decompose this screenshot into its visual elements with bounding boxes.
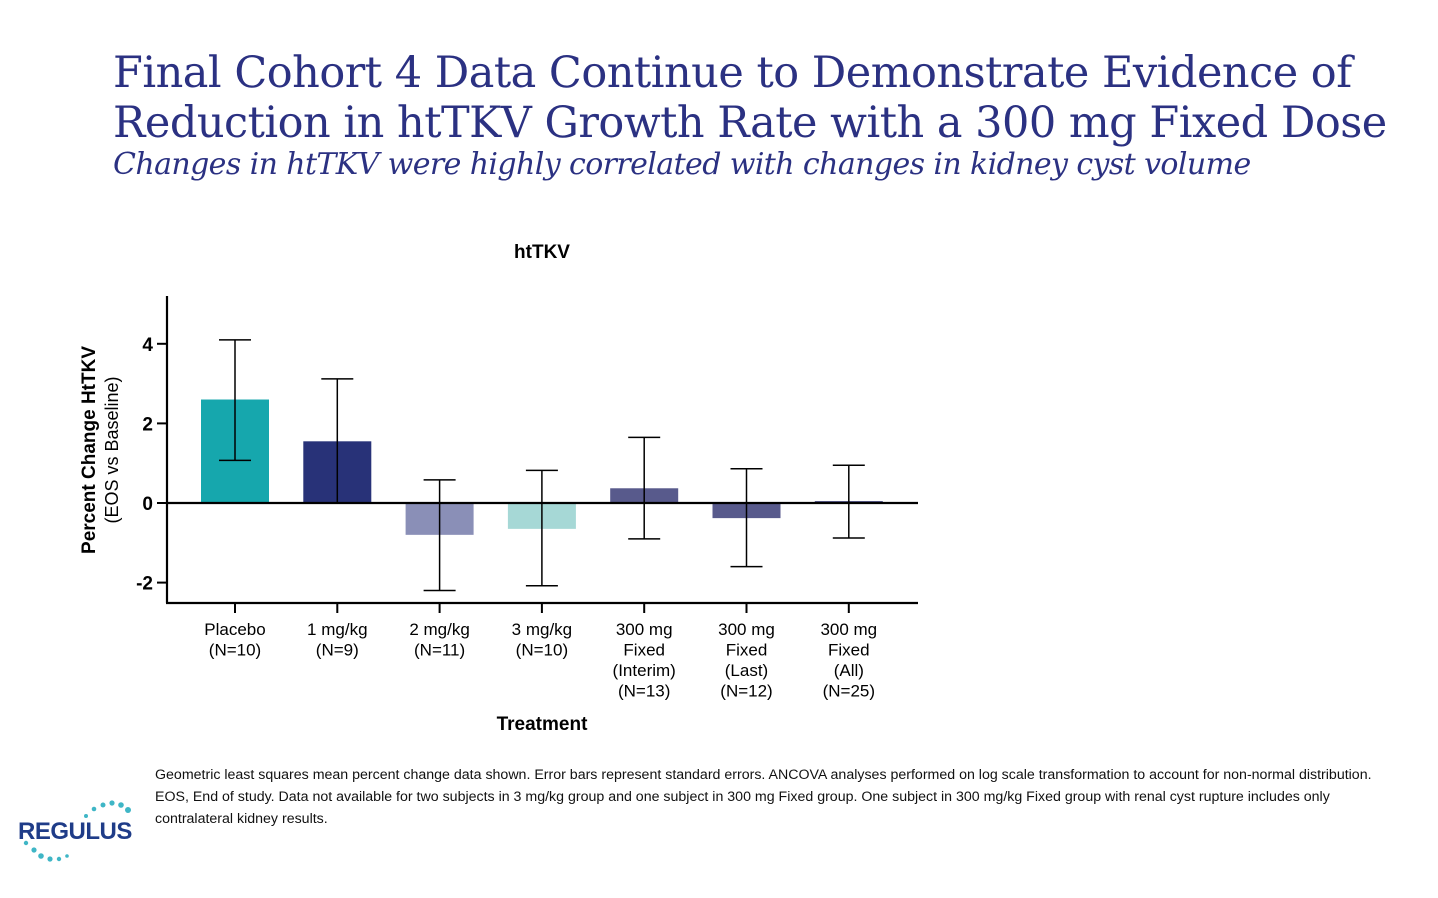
chart-title: htTKV (514, 242, 570, 263)
y-tick-label: 0 (142, 494, 153, 515)
footnote: Geometric least squares mean percent cha… (155, 767, 1372, 827)
x-tick-label: (N=10) (516, 641, 568, 660)
x-tick-label: Fixed (828, 641, 870, 660)
x-tick-label: Placebo (204, 620, 265, 639)
x-tick-label: (N=11) (414, 641, 465, 660)
x-tick-label: (All) (834, 661, 864, 680)
x-tick-label: (N=25) (823, 682, 875, 701)
logo-dots-icon (23, 800, 131, 862)
x-tick-label: 2 mg/kg (409, 620, 469, 639)
x-tick-label: (N=10) (209, 641, 261, 660)
y-axis-sublabel: (EOS vs Baseline) (102, 376, 122, 523)
y-tick-label: 2 (142, 414, 153, 435)
slide-title-line-1: Final Cohort 4 Data Continue to Demonstr… (113, 48, 1352, 98)
y-tick-label: -2 (136, 574, 153, 595)
x-tick-label: Fixed (623, 641, 665, 660)
x-tick-label: 300 mg (820, 620, 877, 639)
x-tick-label: 300 mg (718, 620, 775, 639)
x-tick-label: 1 mg/kg (307, 620, 367, 639)
regulus-logo: REGULUS (14, 798, 144, 868)
x-tick-label: (Last) (725, 661, 768, 680)
x-tick-label: 3 mg/kg (512, 620, 572, 639)
x-tick-label: (N=12) (720, 682, 772, 701)
y-axis-label: Percent Change HtTKV (79, 346, 100, 554)
slide-title-line-2: Reduction in htTKV Growth Rate with a 30… (113, 98, 1387, 148)
x-tick-label: 300 mg (616, 620, 673, 639)
y-tick-label: 4 (142, 335, 153, 356)
x-tick-label: (N=13) (618, 682, 670, 701)
x-tick-label: (Interim) (613, 661, 676, 680)
slide-subtitle: Changes in htTKV were highly correlated … (113, 147, 1251, 182)
x-tick-label: (N=9) (316, 641, 359, 660)
x-axis-label: Treatment (497, 714, 588, 735)
x-tick-label: Fixed (726, 641, 768, 660)
logo-text: REGULUS (18, 818, 132, 845)
slide-title: Final Cohort 4 Data Continue to Demonstr… (113, 48, 1413, 148)
